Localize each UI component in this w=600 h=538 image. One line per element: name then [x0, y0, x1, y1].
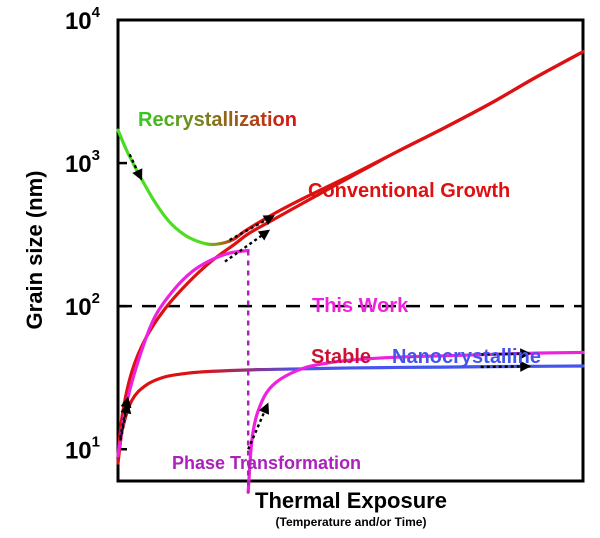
- arrow-shaft: [247, 405, 268, 450]
- plot-frame: [116, 18, 585, 483]
- arrow-head: [262, 215, 275, 226]
- x-axis-label: Thermal Exposure: [255, 488, 447, 513]
- y-tick-label: 102: [65, 290, 100, 321]
- series-recrystallization: [116, 50, 585, 247]
- arrow-head: [520, 348, 532, 360]
- y-tick-label: 103: [65, 147, 100, 178]
- arrow-shaft: [224, 230, 268, 263]
- annotation-this-work: This Work: [312, 295, 409, 317]
- annotation-phase-transformation: Phase Transformation: [172, 453, 361, 473]
- series-this-work: [116, 248, 250, 458]
- direction-arrows: [119, 153, 532, 450]
- arrow-shaft: [229, 215, 273, 242]
- series-stable-nanocrystalline: [116, 364, 585, 465]
- series-this-work-after-transformation: [246, 350, 585, 494]
- arrow-head: [520, 360, 532, 372]
- annotation-nanocrystalline: Nanocrystalline: [392, 346, 541, 368]
- curves: [116, 50, 585, 494]
- annotation-recrystallization: Recrystallization: [138, 109, 297, 131]
- y-tick-label: 104: [65, 4, 101, 35]
- arrow-head: [132, 168, 143, 181]
- arrow-shaft: [480, 365, 528, 369]
- y-axis-label: Grain size (nm): [22, 171, 47, 330]
- arrow-head: [257, 229, 271, 241]
- arrow-shaft: [480, 352, 528, 356]
- arrow-head: [120, 402, 132, 415]
- y-axis-ticks: 101 102 103 104: [65, 4, 127, 464]
- y-tick-label: 101: [65, 433, 100, 464]
- arrow-head: [258, 402, 270, 415]
- annotation-conventional-growth: Conventional Growth: [308, 180, 510, 202]
- x-axis-sublabel: (Temperature and/or Time): [276, 515, 427, 529]
- annotation-stable: Stable: [311, 346, 371, 368]
